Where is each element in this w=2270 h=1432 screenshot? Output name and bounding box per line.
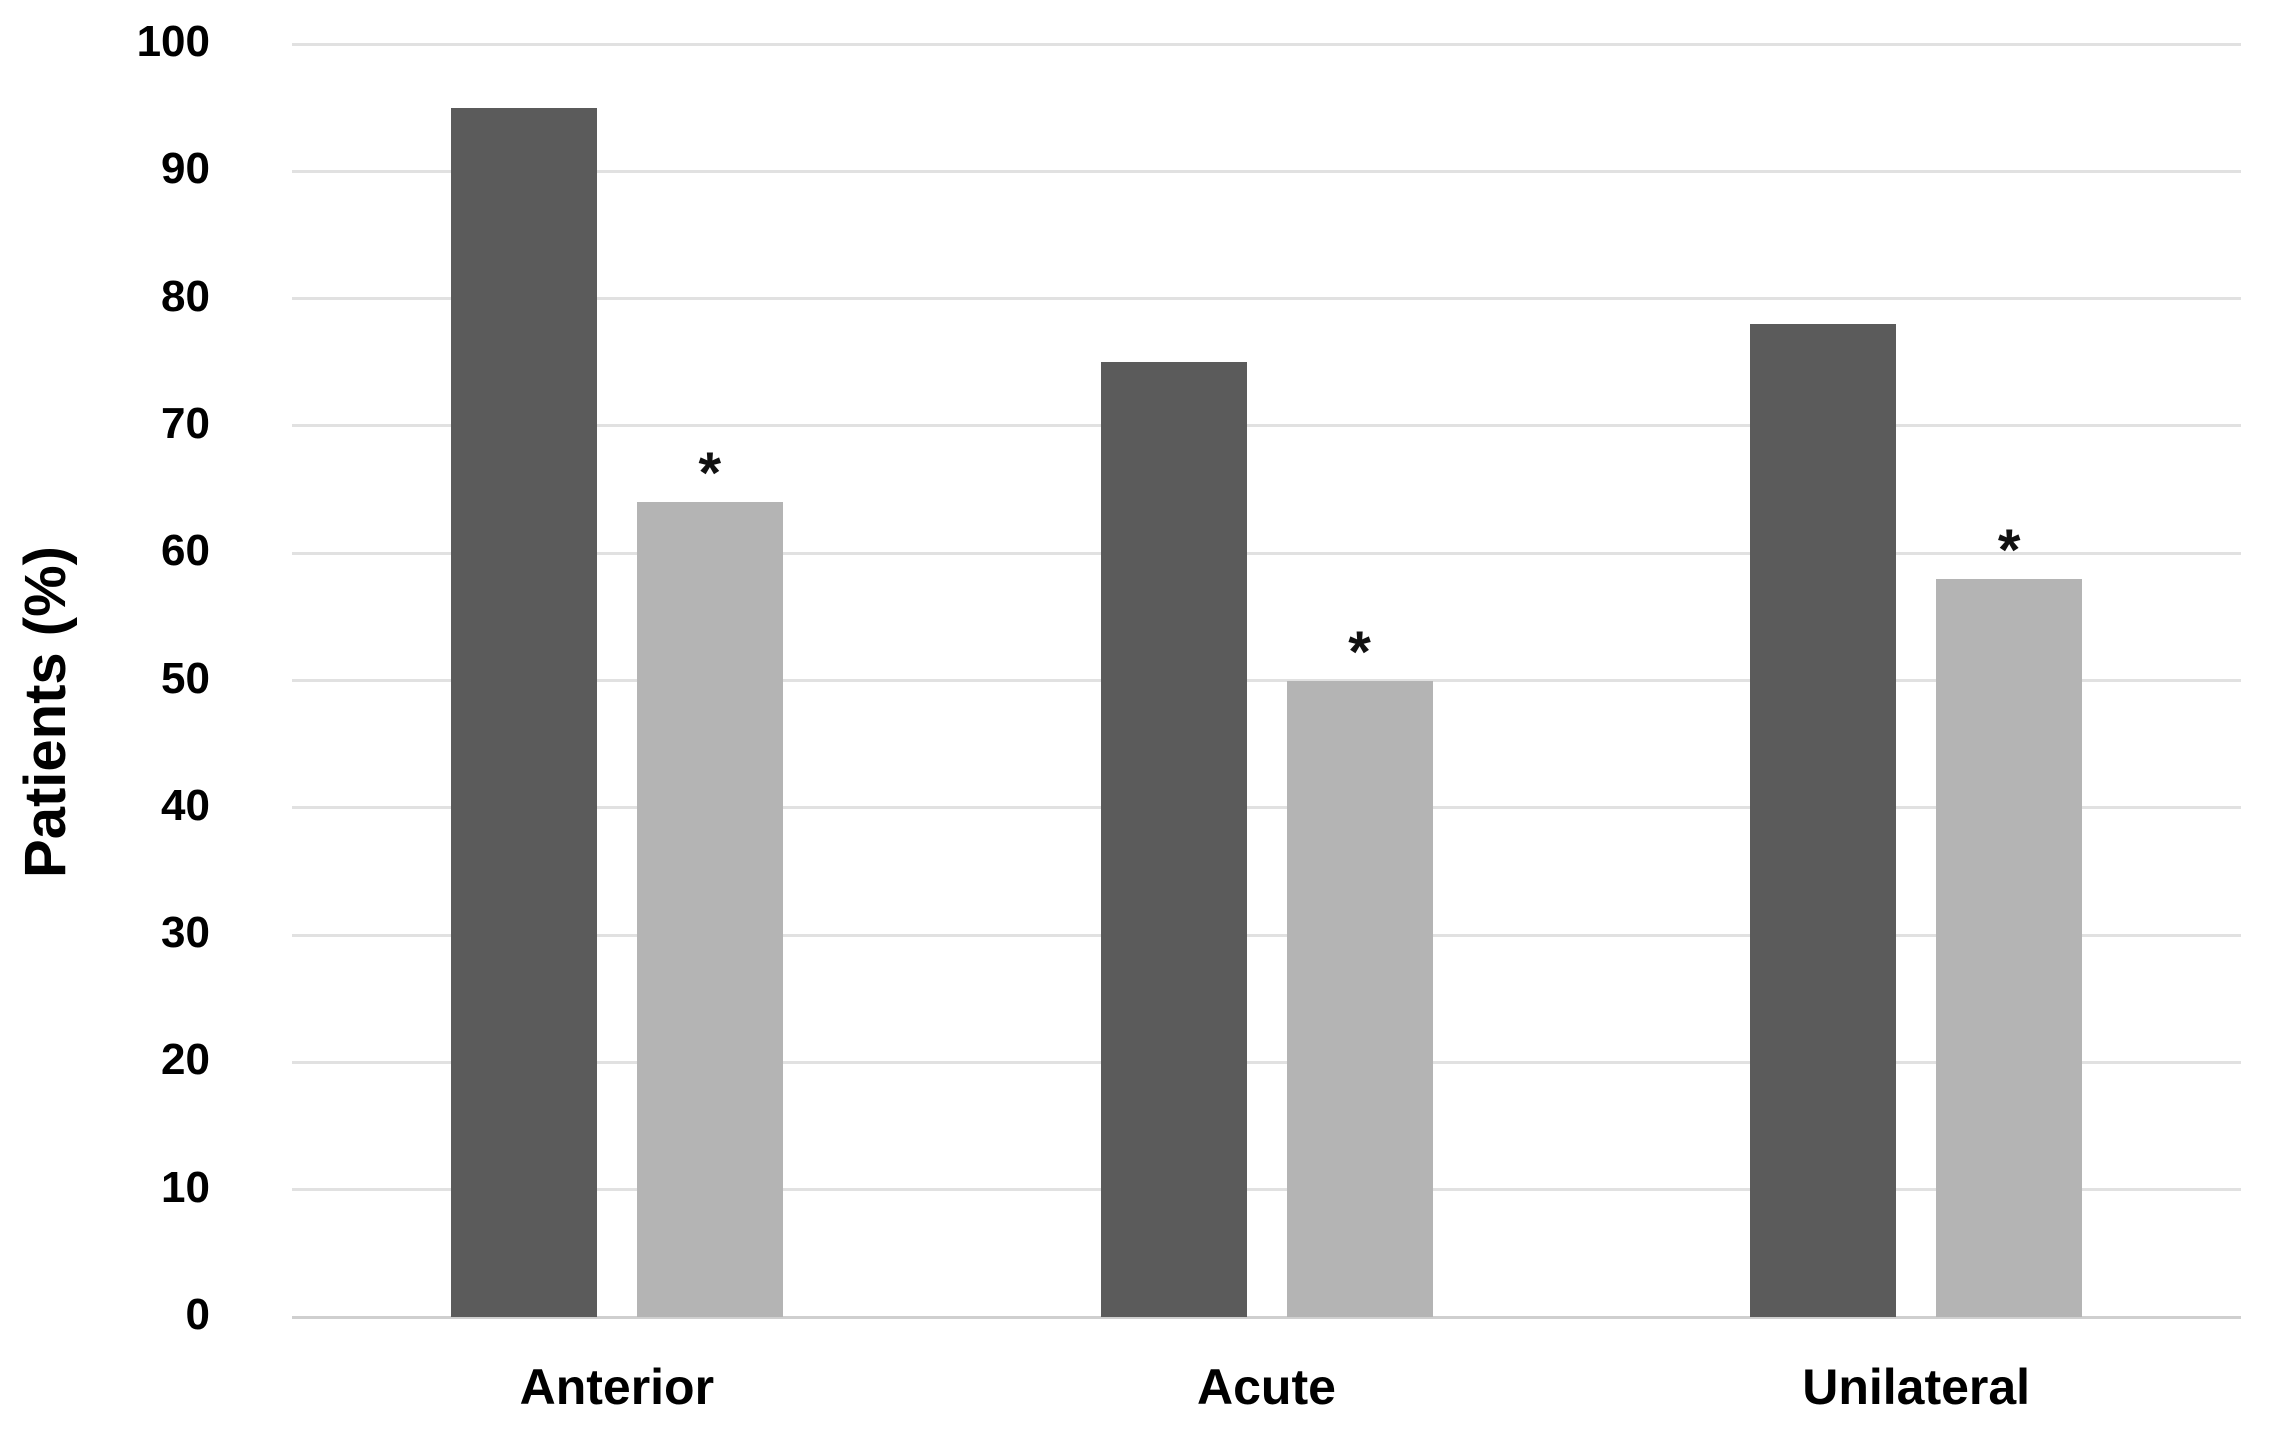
- x-category-label-anterior: Anterior: [519, 1359, 715, 1415]
- y-tick-label: 100: [136, 17, 210, 67]
- y-tick-label: 30: [161, 908, 210, 958]
- gridline: [292, 551, 2241, 555]
- bar-unilateral-dark-gray-series: [1750, 324, 1897, 1317]
- x-axis-baseline: [292, 1315, 2241, 1319]
- y-axis-title: Patients (%): [13, 546, 78, 878]
- bar-unilateral-light-gray-series: [1936, 578, 2083, 1317]
- bar-acute-light-gray-series: [1286, 680, 1433, 1317]
- y-tick-label: 40: [161, 781, 210, 831]
- y-tick-label: 90: [161, 144, 210, 194]
- significance-asterisk: *: [1997, 517, 2021, 583]
- gridline: [292, 1188, 2241, 1192]
- y-tick-label: 80: [161, 271, 210, 321]
- gridline: [292, 169, 2241, 173]
- gridline: [292, 1060, 2241, 1064]
- y-tick-label: 70: [161, 399, 210, 449]
- gridline: [292, 297, 2241, 301]
- bar-anterior-dark-gray-series: [450, 107, 597, 1317]
- gridline: [292, 424, 2241, 428]
- significance-asterisk: *: [1348, 619, 1371, 685]
- y-tick-label: 50: [161, 653, 210, 703]
- bar-acute-dark-gray-series: [1100, 362, 1247, 1317]
- gridline: [292, 933, 2241, 937]
- y-tick-label: 0: [185, 1290, 210, 1340]
- y-tick-label: 60: [161, 526, 210, 576]
- y-tick-label: 20: [161, 1035, 210, 1085]
- gridline: [292, 679, 2241, 682]
- significance-asterisk: *: [698, 441, 722, 507]
- gridline: [292, 42, 2241, 46]
- y-tick-label: 10: [161, 1162, 210, 1212]
- x-category-label-unilateral: Unilateral: [1802, 1359, 2031, 1415]
- gridline: [292, 806, 2241, 810]
- bar-anterior-light-gray-series: [636, 502, 783, 1317]
- x-category-label-acute: Acute: [1197, 1359, 1336, 1415]
